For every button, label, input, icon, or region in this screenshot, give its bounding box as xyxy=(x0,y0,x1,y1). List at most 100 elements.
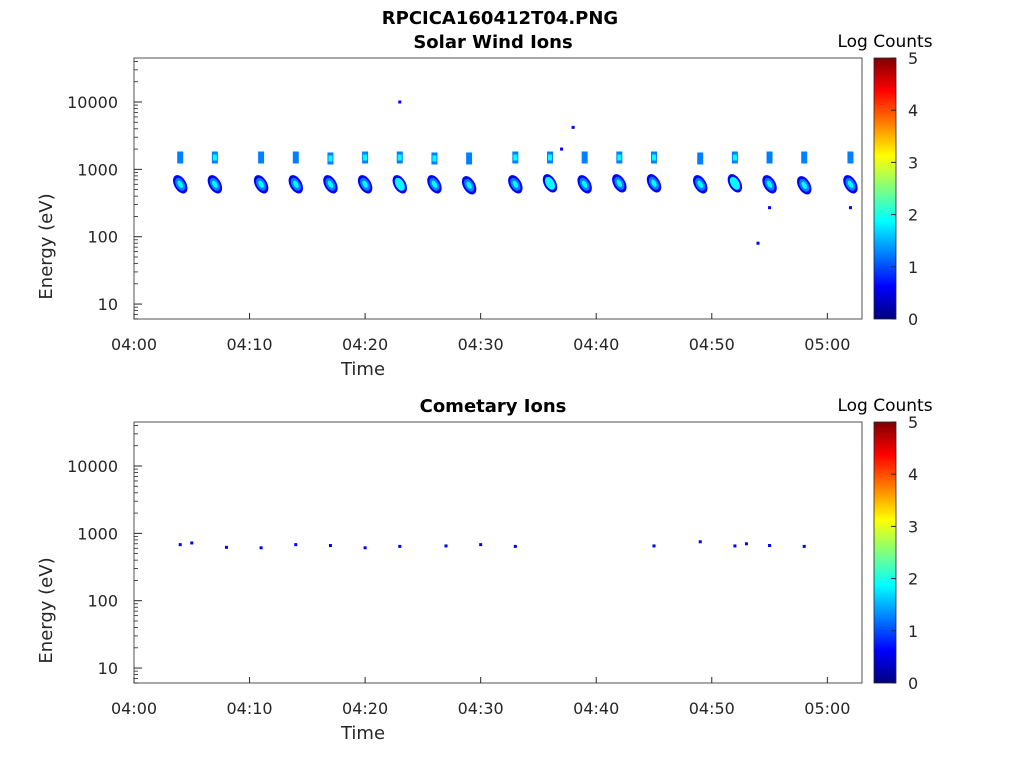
data-point xyxy=(398,544,402,548)
colorbar-title: Log Counts xyxy=(837,32,932,52)
data-point xyxy=(444,544,448,548)
figure-title: RPCICA160412T04.PNG xyxy=(382,8,618,29)
data-point xyxy=(698,540,702,544)
data-cluster-lower xyxy=(207,175,223,194)
data-cluster-lower xyxy=(253,175,269,194)
colorbar-tick-label: 1 xyxy=(908,258,918,277)
data-cluster-upper-core xyxy=(698,155,703,162)
data-cluster-upper-core xyxy=(467,155,472,162)
colorbar-title: Log Counts xyxy=(837,396,932,416)
x-tick-label: 04:50 xyxy=(689,335,735,354)
x-tick-label: 05:00 xyxy=(804,699,850,718)
colorbar-tick-label: 0 xyxy=(908,674,918,693)
data-cluster-lower xyxy=(843,175,858,194)
data-cluster-upper-core xyxy=(767,154,772,161)
data-cluster-lower xyxy=(797,176,812,195)
data-cluster-lower xyxy=(461,176,477,195)
data-point xyxy=(652,544,656,548)
data-point xyxy=(294,543,298,547)
x-tick-label: 04:30 xyxy=(458,335,504,354)
panel-title: Solar Wind Ions xyxy=(413,32,572,53)
data-cluster-lower xyxy=(542,174,558,193)
colorbar-tick-label: 5 xyxy=(908,49,918,68)
data-cluster-lower xyxy=(323,175,338,194)
data-cluster-lower xyxy=(612,174,627,193)
data-cluster-upper-core xyxy=(848,154,853,161)
data-point xyxy=(178,543,182,547)
y-axis-label: Energy (eV) xyxy=(36,557,57,663)
colorbar-tick-label: 1 xyxy=(908,622,918,641)
data-cluster-lower xyxy=(288,175,303,194)
data-cluster-upper-core xyxy=(548,154,552,161)
data-point xyxy=(513,544,517,548)
data-cluster-upper-core xyxy=(363,154,368,161)
data-cluster-lower xyxy=(392,175,407,194)
data-point xyxy=(560,147,564,151)
x-tick-label: 04:20 xyxy=(342,335,388,354)
colorbar-tick-label: 0 xyxy=(908,310,918,329)
y-tick-label: 100 xyxy=(87,228,118,247)
data-cluster-upper-core xyxy=(513,154,518,161)
data-cluster-lower xyxy=(727,174,743,193)
data-point xyxy=(733,544,737,548)
x-tick-label: 04:00 xyxy=(111,335,157,354)
data-cluster-lower xyxy=(646,174,662,193)
data-cluster-upper-core xyxy=(212,154,217,161)
colorbar-tick-label: 4 xyxy=(908,101,918,120)
data-cluster-upper-core xyxy=(178,154,183,161)
data-cluster-lower xyxy=(693,175,708,194)
x-tick-label: 04:10 xyxy=(227,699,273,718)
data-point xyxy=(190,541,194,545)
data-point xyxy=(328,544,332,548)
x-tick-label: 04:00 xyxy=(111,699,157,718)
data-cluster-upper-core xyxy=(582,154,587,161)
panel-title: Cometary Ions xyxy=(420,396,567,417)
data-point xyxy=(571,125,575,129)
panel-solar-wind-ions: Solar Wind Ions 04:00 04:10 04:20 04:30 04:40… xyxy=(36,32,933,380)
data-cluster-upper-core xyxy=(259,154,264,161)
data-cluster-upper-core xyxy=(293,154,298,161)
x-axis-label: Time xyxy=(340,359,385,380)
plot-frame xyxy=(133,57,863,320)
data-cluster-upper-core xyxy=(432,155,437,162)
x-tick-label: 04:40 xyxy=(573,335,619,354)
data-point xyxy=(259,546,263,550)
data-point xyxy=(479,543,483,547)
y-tick-label: 1000 xyxy=(77,160,118,179)
y-tick-label: 10000 xyxy=(67,457,118,476)
data-point xyxy=(224,545,228,549)
data-cluster-upper-core xyxy=(328,155,333,162)
y-tick-label: 10000 xyxy=(67,93,118,112)
data-cluster-upper-core xyxy=(652,154,656,161)
data-point xyxy=(398,100,402,104)
data-cluster-upper-core xyxy=(802,154,807,161)
y-tick-label: 1000 xyxy=(77,524,118,543)
data-cluster-upper-core xyxy=(397,154,402,161)
colorbar-tick-label: 5 xyxy=(908,413,918,432)
data-cluster-lower xyxy=(173,175,188,194)
data-layer xyxy=(178,540,806,550)
colorbar-tick-label: 2 xyxy=(908,206,918,225)
x-tick-label: 04:50 xyxy=(689,699,735,718)
data-point xyxy=(802,544,806,548)
data-cluster-lower xyxy=(427,175,442,194)
data-point xyxy=(768,206,772,210)
y-axis-label: Energy (eV) xyxy=(36,193,57,299)
data-cluster-lower xyxy=(357,175,373,194)
colorbar-tick-label: 3 xyxy=(908,153,918,172)
data-cluster-lower xyxy=(508,175,523,194)
plot-frame xyxy=(133,421,863,684)
data-cluster-upper-core xyxy=(732,154,737,161)
data-point xyxy=(744,542,748,546)
data-cluster-lower xyxy=(762,175,777,194)
colorbar-tick-label: 3 xyxy=(908,517,918,536)
x-tick-label: 04:40 xyxy=(573,699,619,718)
data-cluster-lower xyxy=(577,175,592,194)
colorbar-tick-label: 4 xyxy=(908,465,918,484)
y-tick-label: 10 xyxy=(98,295,118,314)
data-cluster-upper-core xyxy=(617,154,622,161)
